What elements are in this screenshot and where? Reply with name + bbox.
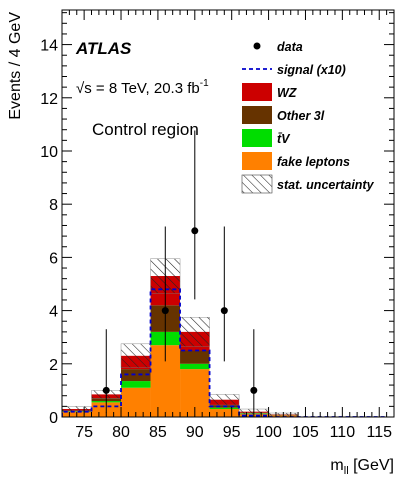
legend: data signal (x10) WZ Other 3l t̄V fake lepton… bbox=[241, 40, 375, 194]
x-tick-label: 85 bbox=[149, 424, 167, 441]
legend-label: signal (x10) bbox=[277, 63, 346, 77]
legend-swatch bbox=[242, 152, 272, 170]
x-tick-label: 110 bbox=[330, 424, 356, 441]
y-tick-label: 2 bbox=[49, 357, 58, 374]
legend-swatch bbox=[242, 83, 272, 101]
x-tick-label: 115 bbox=[366, 424, 392, 441]
data-point-1 bbox=[161, 307, 169, 315]
x-tick-label: 100 bbox=[255, 424, 282, 441]
experiment-label: ATLAS bbox=[75, 39, 132, 58]
x-axis: 75 80 85 90 95 100 105 110 115 bbox=[61, 10, 395, 441]
y-tick-label: 10 bbox=[40, 144, 58, 161]
bar-other-3l-2 bbox=[121, 369, 151, 382]
bar-other-3l-4 bbox=[180, 350, 210, 364]
y-axis: 0 2 4 6 8 10 12 14 bbox=[40, 12, 394, 427]
x-tick-label: 95 bbox=[223, 424, 241, 441]
y-tick-label: 8 bbox=[49, 197, 58, 214]
y-tick-label: 6 bbox=[49, 250, 58, 267]
stat-uncertainty-4 bbox=[179, 317, 210, 347]
x-tick-label: 80 bbox=[112, 424, 130, 441]
legend-swatch bbox=[242, 106, 272, 124]
data-point-2 bbox=[191, 227, 199, 235]
bar-t-v-2 bbox=[121, 381, 151, 388]
legend-label: data bbox=[277, 40, 303, 54]
legend-hatch-swatch bbox=[241, 174, 273, 194]
stat-uncertainty-2 bbox=[120, 343, 151, 368]
signal-line bbox=[62, 288, 387, 417]
stat-uncertainty-5 bbox=[209, 394, 240, 406]
legend-label: stat. uncertainty bbox=[277, 178, 375, 192]
bar-t-v-5 bbox=[209, 407, 240, 410]
legend-data-marker bbox=[253, 42, 261, 50]
data-point-0 bbox=[102, 386, 110, 394]
data-point-4 bbox=[250, 386, 258, 394]
y-axis-title: Events / 4 GeV bbox=[7, 12, 24, 120]
legend-label: t̄V bbox=[277, 132, 291, 146]
y-tick-label: 4 bbox=[49, 304, 58, 321]
bar-t-v-4 bbox=[180, 363, 210, 370]
x-tick-label: 75 bbox=[75, 424, 93, 441]
region-label: Control region bbox=[92, 120, 199, 139]
y-tick-label: 12 bbox=[40, 91, 58, 108]
legend-label: WZ bbox=[277, 86, 298, 100]
x-tick-label: 105 bbox=[292, 424, 319, 441]
signal-histogram bbox=[62, 288, 387, 417]
data-point-3 bbox=[220, 307, 228, 315]
data-points bbox=[102, 130, 258, 413]
legend-label: fake leptons bbox=[277, 155, 350, 169]
x-axis-title: mll [GeV] bbox=[330, 457, 394, 477]
plot-frame bbox=[61, 9, 395, 418]
y-tick-label: 0 bbox=[49, 410, 58, 427]
x-tick-label: 90 bbox=[186, 424, 204, 441]
legend-swatch bbox=[242, 129, 272, 147]
legend-label: Other 3l bbox=[277, 109, 325, 123]
energy-lumi-label: √s = 8 TeV, 20.3 fb-1 bbox=[76, 78, 209, 97]
y-tick-label: 14 bbox=[40, 38, 58, 55]
